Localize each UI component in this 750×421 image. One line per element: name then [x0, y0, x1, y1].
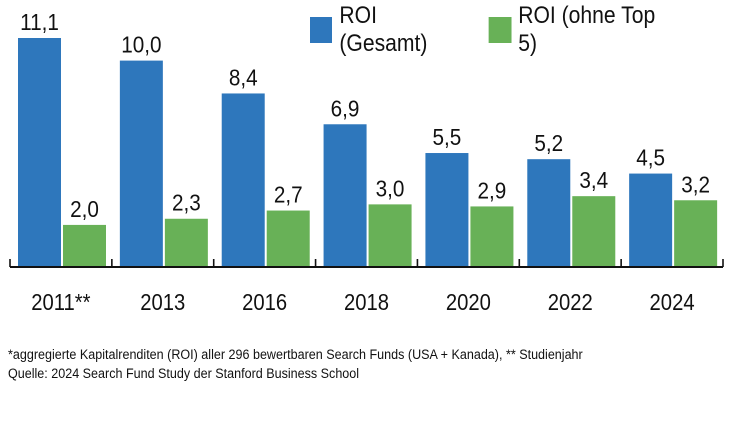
x-tick-label-0: 2011** — [31, 289, 91, 316]
bar-gesamt-5 — [527, 159, 571, 266]
data-label-gesamt-4: 5,5 — [433, 124, 462, 150]
data-label-ohne-top5-2: 2,7 — [274, 182, 303, 208]
footnote-line-2: Quelle: 2024 Search Fund Study der Stanf… — [8, 366, 360, 381]
legend-label-ohne-top5: ROI (ohne Top 5) — [518, 2, 656, 57]
legend-swatch-ohne-top5 — [488, 17, 512, 43]
bar-ohne-top5-3 — [368, 204, 412, 266]
x-axis — [9, 259, 724, 268]
bar-gesamt-2 — [221, 93, 265, 266]
data-label-ohne-top5-4: 2,9 — [478, 177, 507, 203]
x-tick-label-3: 2018 — [344, 289, 389, 316]
bar-gesamt-4 — [425, 153, 469, 266]
bar-ohne-top5-5 — [572, 196, 616, 266]
legend: ROI (Gesamt) ROI (ohne Top 5) — [310, 2, 697, 58]
bar-ohne-top5-2 — [266, 210, 310, 266]
legend-swatch-gesamt — [310, 17, 333, 43]
data-label-ohne-top5-6: 3,2 — [681, 171, 710, 197]
bar-ohne-top5-4 — [470, 206, 514, 266]
data-label-gesamt-5: 5,2 — [534, 130, 563, 156]
x-tick-label-1: 2013 — [140, 289, 185, 316]
data-label-gesamt-3: 6,9 — [331, 95, 360, 121]
data-label-ohne-top5-0: 2,0 — [70, 196, 99, 222]
data-label-gesamt-0: 11,1 — [20, 9, 59, 35]
x-tick-label-5: 2022 — [548, 289, 593, 316]
data-label-ohne-top5-5: 3,4 — [579, 167, 608, 193]
bar-ohne-top5-0 — [63, 224, 106, 266]
x-tick-labels: 2011** 2013 2016 2018 2020 2022 2024 — [31, 289, 694, 316]
bars-layer: 11,1 2,0 10,0 2,3 8,4 2,7 6,9 3,0 5,5 2,9 5,2 3,4 4,… — [18, 9, 718, 267]
footnote-line-1: *aggregierte Kapitalrenditen (ROI) aller… — [8, 347, 583, 362]
bar-chart: 11,1 2,0 10,0 2,3 8,4 2,7 6,9 3,0 5,5 2,9 5,2 3,4 4,… — [9, 9, 724, 316]
data-label-gesamt-2: 8,4 — [229, 64, 258, 90]
bar-ohne-top5-6 — [674, 200, 718, 266]
bar-gesamt-3 — [323, 124, 367, 267]
x-tick-label-2: 2016 — [242, 289, 287, 316]
footnote: *aggregierte Kapitalrenditen (ROI) aller… — [8, 345, 583, 383]
data-label-gesamt-6: 4,5 — [636, 145, 665, 171]
legend-label-gesamt: ROI (Gesamt) — [339, 2, 428, 57]
x-tick-label-6: 2024 — [650, 289, 695, 316]
data-label-ohne-top5-1: 2,3 — [172, 190, 201, 216]
x-tick-label-4: 2020 — [446, 289, 491, 316]
legend-item-gesamt: ROI (Gesamt) — [310, 2, 468, 58]
bar-gesamt-0 — [18, 38, 61, 266]
legend-item-ohne-top5: ROI (ohne Top 5) — [488, 2, 676, 58]
bar-gesamt-1 — [119, 60, 163, 267]
bar-ohne-top5-1 — [164, 218, 208, 266]
bar-gesamt-6 — [629, 173, 673, 266]
data-label-gesamt-1: 10,0 — [121, 32, 161, 58]
data-label-ohne-top5-3: 3,0 — [376, 175, 405, 201]
